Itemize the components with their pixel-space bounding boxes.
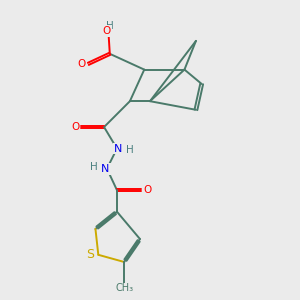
Text: CH₃: CH₃ bbox=[115, 284, 133, 293]
Text: O: O bbox=[71, 122, 80, 132]
Text: O: O bbox=[143, 185, 151, 195]
Text: O: O bbox=[78, 59, 86, 69]
Text: N: N bbox=[114, 144, 123, 154]
Text: H: H bbox=[106, 21, 114, 31]
Text: O: O bbox=[103, 26, 111, 36]
Text: H: H bbox=[90, 162, 98, 172]
Text: H: H bbox=[126, 145, 134, 155]
Text: S: S bbox=[86, 248, 94, 261]
Text: N: N bbox=[101, 164, 110, 174]
